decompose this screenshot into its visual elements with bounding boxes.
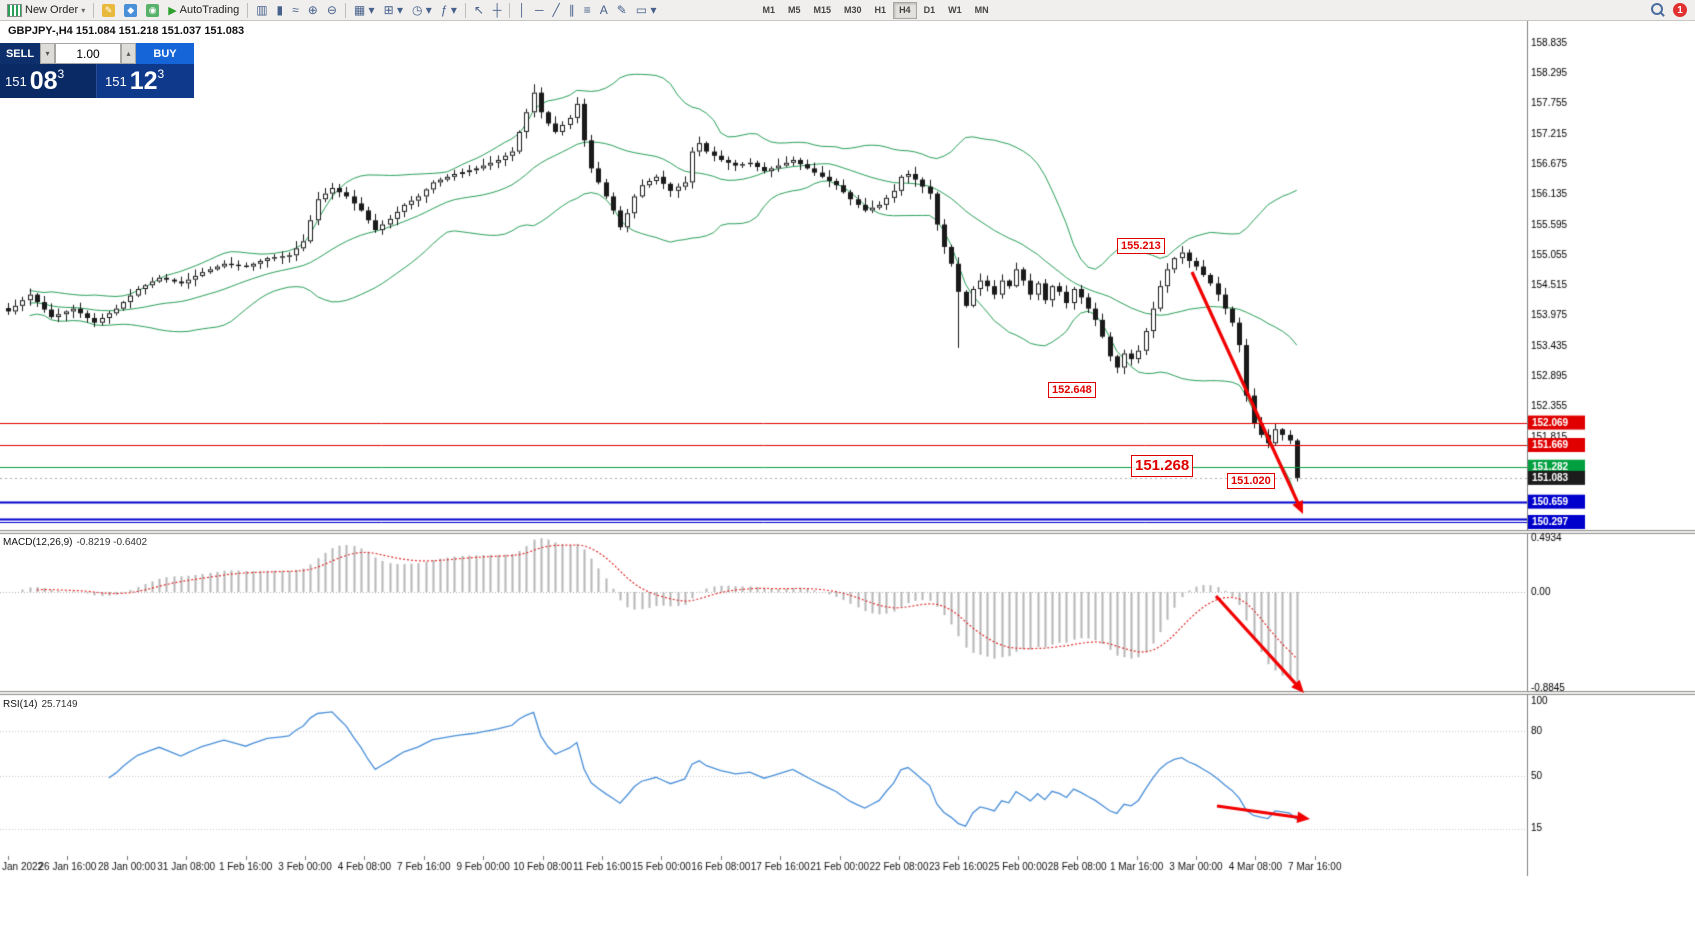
timeframe-button[interactable]: M15 — [808, 2, 838, 19]
sell-price-point: 3 — [57, 67, 65, 81]
toolbar: New Order ▾ ✎ ◆ ◉ ▶ AutoTrading ▥ ▮ ≈ ⊕ — [0, 0, 1695, 21]
signals-icon[interactable]: ◉ — [142, 1, 163, 20]
cursor-icon[interactable]: ↖ — [470, 1, 488, 20]
timeframe-button[interactable]: MN — [969, 2, 995, 19]
candlestick-chart-icon[interactable]: ▮ — [273, 1, 288, 20]
buy-price-pips: 12 — [129, 66, 158, 95]
chevron-down-icon: ▾ — [81, 5, 86, 15]
zoom-in-icon[interactable]: ⊕ — [304, 1, 322, 20]
timeframe-button[interactable]: H4 — [893, 1, 917, 19]
market-icon[interactable]: ◆ — [120, 1, 141, 20]
pointer-tool-group: ↖ ┼ — [470, 1, 506, 20]
chart-price-annotation[interactable]: 151.268 — [1131, 455, 1194, 477]
timeframe-button[interactable]: H1 — [869, 2, 893, 19]
timeframe-button[interactable]: M5 — [782, 2, 807, 19]
chart-price-annotation[interactable]: 151.020 — [1227, 473, 1275, 490]
toolbar-separator — [464, 2, 466, 18]
vertical-line-icon[interactable]: │ — [514, 1, 530, 20]
macd-panel-splitter[interactable] — [0, 529, 1527, 534]
new-order-label: New Order — [25, 4, 79, 16]
one-click-sell-button[interactable]: 151 08 3 — [0, 64, 96, 98]
sell-price-big-figure: 151 — [5, 73, 27, 89]
bar-chart-icon[interactable]: ▥ — [252, 1, 271, 20]
time-axis[interactable] — [0, 856, 1527, 876]
draw-tool-group: │ ─ ╱ ∥ ≡ A ✎ ▭ ▾ — [514, 1, 660, 20]
autotrading-button[interactable]: ▶ AutoTrading — [164, 1, 243, 20]
buy-price-big-figure: 151 — [105, 73, 127, 89]
label-icon[interactable]: ✎ — [613, 1, 631, 20]
rsi-panel-splitter[interactable] — [0, 690, 1527, 695]
zoom-out-icon[interactable]: ⊖ — [323, 1, 341, 20]
search-icon[interactable] — [1650, 2, 1666, 18]
play-icon: ▶ — [168, 4, 177, 17]
rsi-header: RSI(14) 25.7149 — [3, 699, 78, 710]
buy-header-label: BUY — [136, 43, 194, 64]
crosshair-icon[interactable]: ┼ — [489, 1, 506, 20]
toolbar-separator — [344, 2, 346, 18]
toolbar-right: 1 — [1650, 2, 1692, 18]
toolbar-separator — [509, 2, 511, 18]
toolbar-separator — [247, 2, 249, 18]
fibonacci-icon[interactable]: ≡ — [580, 1, 595, 20]
line-chart-icon[interactable]: ≈ — [288, 1, 303, 20]
new-order-chart-icon — [7, 3, 22, 17]
volume-increase-button[interactable]: ▴ — [121, 43, 136, 64]
arrange-windows-icon[interactable]: ⊞ ▾ — [380, 1, 407, 20]
price-axis[interactable] — [1527, 21, 1695, 855]
sell-price-pips: 08 — [29, 66, 58, 95]
period-clock-icon[interactable]: ◷ ▾ — [408, 1, 436, 20]
chart-price-annotation[interactable]: 152.648 — [1048, 382, 1096, 399]
text-icon[interactable]: A — [596, 1, 612, 20]
macd-header: MACD(12,26,9) -0.8219 -0.6402 — [3, 537, 148, 548]
buy-price-point: 3 — [157, 67, 165, 81]
trendline-icon[interactable]: ╱ — [548, 1, 563, 20]
channel-icon[interactable]: ∥ — [565, 1, 579, 20]
timeframe-button[interactable]: M30 — [838, 2, 868, 19]
toolbar-separator — [93, 2, 95, 18]
autotrading-label: AutoTrading — [179, 4, 240, 16]
timeframe-group: M1 M5 M15 M30 H1 H4 D1 W1 MN — [756, 1, 995, 19]
horizontal-line-icon[interactable]: ─ — [531, 1, 548, 20]
chart-price-annotation[interactable]: 155.213 — [1117, 238, 1165, 255]
one-click-buy-button[interactable]: 151 12 3 — [96, 64, 194, 98]
timeframe-button[interactable]: W1 — [942, 2, 968, 19]
one-click-trading-panel: SELL ▾ 1.00 ▴ BUY 151 08 3 151 12 3 — [0, 43, 194, 98]
tile-windows-icon[interactable]: ▦ ▾ — [350, 1, 379, 20]
metaeditor-icon[interactable]: ✎ — [98, 1, 119, 20]
indicators-icon[interactable]: ƒ ▾ — [437, 1, 461, 20]
volume-decrease-button[interactable]: ▾ — [40, 43, 55, 64]
timeframe-button[interactable]: M1 — [756, 2, 781, 19]
sell-header-label: SELL — [0, 43, 40, 64]
app-icon-group: ✎ ◆ ◉ — [98, 1, 163, 20]
window-tool-group: ▦ ▾ ⊞ ▾ ◷ ▾ ƒ ▾ — [350, 1, 461, 20]
notification-badge[interactable]: 1 — [1673, 3, 1687, 17]
timeframe-button[interactable]: D1 — [918, 2, 942, 19]
shapes-icon[interactable]: ▭ ▾ — [632, 1, 661, 20]
trade-panel-header: SELL ▾ 1.00 ▴ BUY — [0, 43, 194, 64]
trade-panel-prices: 151 08 3 151 12 3 — [0, 64, 194, 98]
new-order-button[interactable]: New Order ▾ — [3, 1, 89, 20]
symbol-ohlc-header: GBPJPY-,H4 151.084 151.218 151.037 151.0… — [8, 25, 245, 37]
view-tool-group: ▥ ▮ ≈ ⊕ ⊖ — [252, 1, 341, 20]
volume-input[interactable]: 1.00 — [55, 43, 121, 64]
